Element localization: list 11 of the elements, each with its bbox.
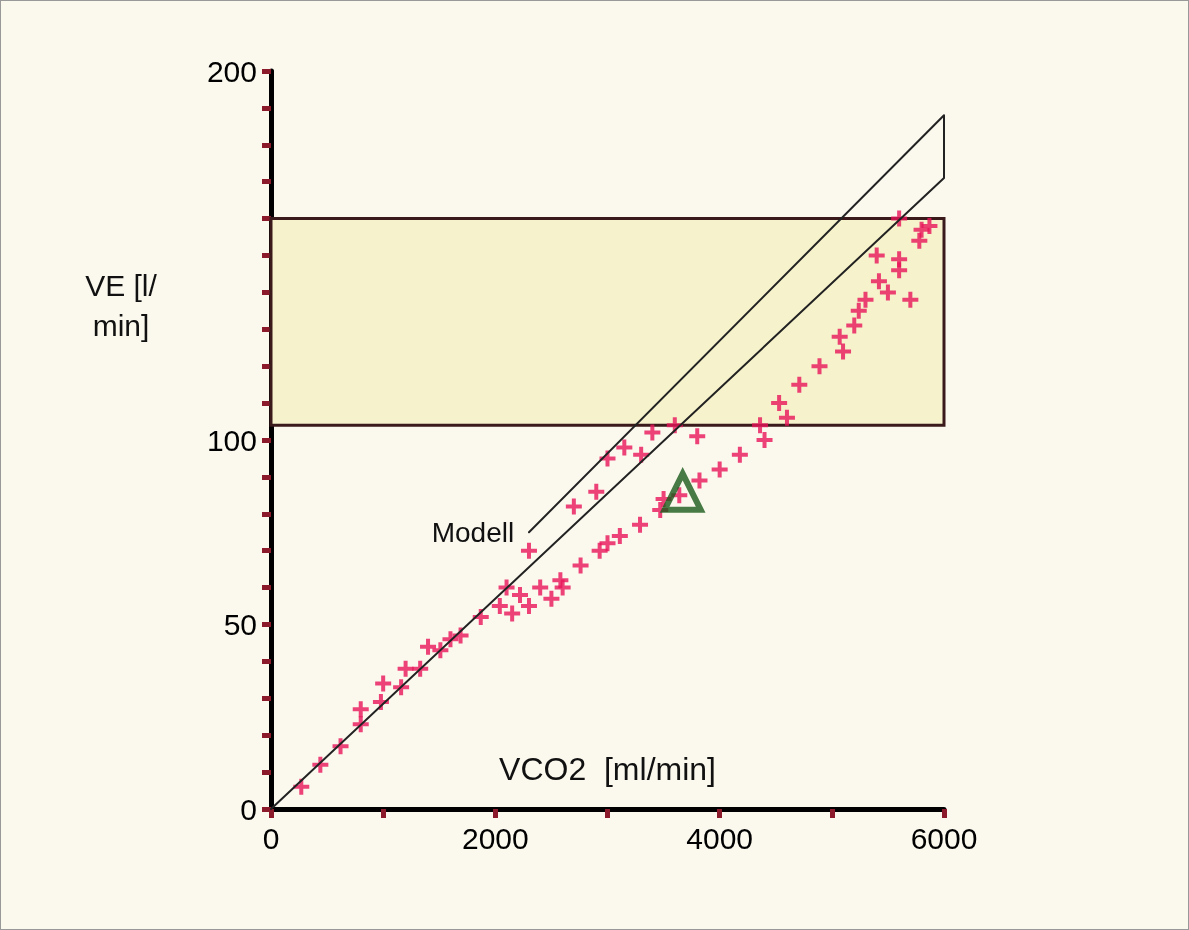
x-tick-label: 2000 bbox=[461, 821, 529, 855]
annotation: Modell bbox=[431, 516, 515, 548]
y-tick-label: 200 bbox=[206, 54, 257, 88]
y-tick-label: 100 bbox=[206, 423, 257, 457]
y-tick-label: 50 bbox=[223, 608, 257, 641]
x-axis-title: VCO2 [ml/min] bbox=[499, 751, 716, 787]
x-tick-label: 0 bbox=[262, 821, 280, 855]
y-tick-label: 0 bbox=[240, 792, 257, 826]
x-tick-label: 4000 bbox=[686, 821, 754, 855]
y-axis-title: VE [l/min] bbox=[85, 269, 158, 342]
x-tick-label: 6000 bbox=[910, 821, 978, 855]
